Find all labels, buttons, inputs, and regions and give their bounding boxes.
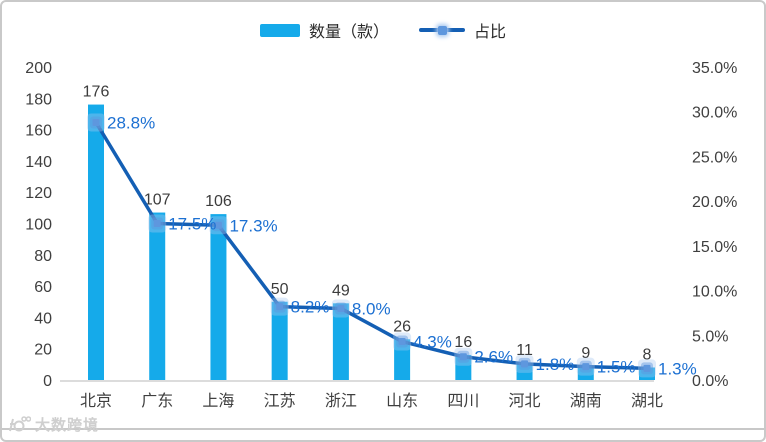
line-series [94, 120, 649, 371]
bar [332, 303, 349, 380]
line-marker [643, 364, 651, 372]
line-marker [214, 221, 222, 229]
bar [88, 104, 104, 380]
x-tick-label: 上海 [202, 392, 234, 410]
watermark-logo-icon [9, 415, 31, 431]
y-left-tick-label: 100 [25, 217, 52, 234]
line-marker [337, 304, 345, 312]
x-tick-label: 北京 [80, 392, 112, 410]
x-tick-label: 湖南 [570, 392, 602, 410]
y-left-tick-label: 20 [34, 342, 52, 359]
bar [210, 214, 227, 380]
x-tick-label: 江苏 [264, 392, 296, 410]
legend-item-quantity: 数量（款） [259, 18, 389, 42]
x-tick-label: 浙江 [325, 392, 357, 410]
x-tick-label: 山东 [386, 392, 418, 410]
pct-label: 1.3% [658, 359, 697, 378]
bottom-divider-line [2, 428, 764, 430]
bar-value-label: 11 [516, 342, 533, 359]
y-right-tick-label: 25.0% [692, 149, 737, 166]
y-left-tick-label: 80 [34, 248, 52, 265]
y-left-tick-label: 0 [43, 373, 52, 390]
bar-value-label: 8 [643, 346, 652, 363]
line-swatch-marker [438, 26, 447, 35]
bar-value-label: 107 [144, 192, 171, 209]
line-marker [582, 363, 590, 371]
y-left-tick-label: 200 [25, 60, 52, 77]
bar [577, 365, 594, 380]
x-tick-label: 广东 [141, 392, 173, 410]
y-right-tick-label: 0.0% [692, 373, 728, 390]
bar [271, 301, 288, 380]
pct-label: 8.0% [352, 299, 391, 318]
y-left-tick-label: 180 [25, 91, 52, 108]
bar-value-label: 9 [581, 345, 590, 362]
y-right-tick-label: 35.0% [692, 60, 737, 77]
line-marker [521, 360, 529, 368]
line-marker [459, 353, 467, 361]
y-right-tick-label: 30.0% [692, 105, 737, 122]
y-left-tick-label: 40 [34, 310, 52, 327]
bar [394, 339, 411, 380]
y-right-tick-label: 15.0% [692, 239, 737, 256]
y-left-tick-label: 60 [34, 279, 52, 296]
y-right-tick-label: 20.0% [692, 194, 737, 211]
bar [149, 212, 166, 380]
pct-label: 1.5% [597, 358, 636, 377]
pct-label: 8.2% [291, 298, 330, 317]
bar-value-label: 16 [454, 334, 472, 351]
line-marker [398, 338, 406, 346]
y-right-tick-label: 5.0% [692, 328, 728, 345]
watermark-text: 大数跨境 [35, 417, 100, 434]
bar [455, 354, 472, 380]
bar-value-label: 49 [332, 282, 350, 299]
pct-label: 4.3% [413, 333, 452, 352]
line-series-swatch-icon [419, 23, 465, 37]
x-tick-label: 河北 [509, 392, 541, 410]
bar-value-label: 26 [393, 318, 411, 335]
pct-label: 1.8% [536, 355, 575, 374]
y-right-tick-label: 10.0% [692, 284, 737, 301]
pct-label: 17.5% [168, 215, 216, 234]
bar-value-label: 106 [205, 193, 232, 210]
pct-label: 2.6% [474, 348, 513, 367]
bar [639, 367, 655, 380]
chart-legend: 数量（款） 占比 [2, 18, 764, 42]
bar-value-label: 50 [271, 281, 289, 298]
y-left-tick-label: 140 [25, 154, 52, 171]
line-marker [153, 220, 161, 227]
bar [516, 362, 533, 380]
pct-label: 28.8% [107, 113, 155, 132]
line-marker [92, 118, 100, 126]
line-marker [276, 303, 284, 311]
pct-label: 17.3% [229, 216, 277, 235]
bar-value-label: 176 [83, 84, 110, 101]
legend-item-ratio: 占比 [419, 18, 506, 42]
x-tick-label: 四川 [447, 393, 479, 410]
y-left-tick-label: 160 [25, 123, 52, 140]
x-tick-label: 湖北 [631, 392, 663, 410]
legend-label-quantity: 数量（款） [308, 24, 389, 41]
y-left-tick-label: 120 [25, 185, 52, 202]
watermark: 大数跨境 [7, 414, 99, 435]
bar-series-swatch-icon [259, 23, 300, 37]
legend-label-ratio: 占比 [474, 24, 507, 41]
